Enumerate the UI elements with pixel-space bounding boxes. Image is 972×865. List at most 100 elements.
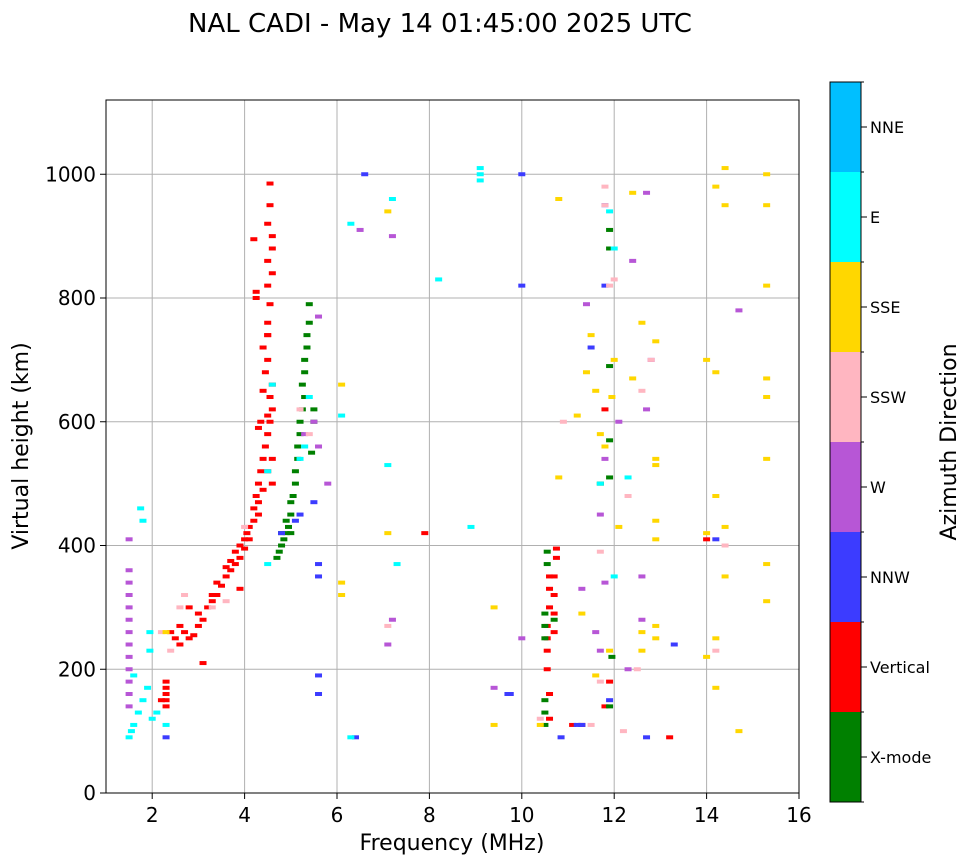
- data-point-vertical: [208, 593, 216, 597]
- data-point-vertical: [550, 574, 558, 579]
- data-point-sse: [338, 580, 346, 585]
- data-point-e: [127, 729, 135, 734]
- data-point-x-mode: [296, 419, 304, 424]
- data-point-sse: [652, 339, 660, 344]
- data-point-vertical: [261, 370, 269, 375]
- data-point-vertical: [268, 234, 276, 239]
- data-point-nnw: [712, 537, 720, 542]
- data-point-w: [388, 234, 396, 239]
- data-point-nnw: [310, 500, 318, 505]
- data-point-x-mode: [310, 407, 318, 412]
- data-point-vertical: [264, 333, 272, 338]
- data-point-x-mode: [278, 543, 286, 548]
- data-point-x-mode: [606, 227, 614, 232]
- colorbar-tick-label: Vertical: [870, 658, 930, 677]
- data-point-vertical: [227, 558, 235, 563]
- data-point-e: [130, 673, 138, 678]
- colorbar-segment: [830, 712, 861, 802]
- data-point-vertical: [204, 605, 212, 610]
- data-point-w: [601, 580, 609, 585]
- data-points: [125, 166, 771, 740]
- data-point-sse: [592, 673, 600, 678]
- data-point-vertical: [245, 537, 253, 542]
- data-point-x-mode: [273, 555, 281, 560]
- data-point-e: [435, 277, 443, 282]
- data-point-ssw: [559, 419, 567, 424]
- data-point-sse: [638, 630, 646, 635]
- data-point-e: [146, 648, 154, 653]
- data-point-vertical: [194, 623, 202, 628]
- data-point-vertical: [546, 605, 554, 610]
- data-point-sse: [338, 382, 346, 387]
- data-point-e: [296, 456, 304, 461]
- data-point-w: [125, 654, 133, 659]
- data-point-vertical: [264, 258, 272, 263]
- data-point-nnw: [351, 735, 359, 740]
- data-point-sse: [712, 184, 720, 189]
- data-point-nnw: [278, 531, 286, 536]
- data-point-vertical: [254, 500, 262, 505]
- data-point-vertical: [268, 271, 276, 276]
- data-point-ssw: [647, 357, 655, 362]
- data-point-e: [624, 475, 632, 480]
- colorbar-tick-label: X-mode: [870, 748, 931, 767]
- data-point-sse: [712, 370, 720, 375]
- data-point-vertical: [606, 679, 614, 684]
- data-point-ssw: [305, 432, 313, 437]
- data-point-vertical: [703, 537, 711, 542]
- data-point-ssw: [596, 679, 604, 684]
- x-tick-label: 12: [601, 803, 626, 827]
- data-point-vertical: [546, 574, 554, 579]
- colorbar-frame: [829, 81, 862, 803]
- data-point-e: [610, 574, 618, 579]
- data-point-nnw: [518, 283, 526, 288]
- data-point-w: [388, 617, 396, 622]
- data-point-x-mode: [301, 370, 309, 375]
- data-point-sse: [608, 395, 616, 399]
- data-point-vertical: [268, 481, 276, 486]
- data-point-ssw: [208, 605, 216, 610]
- data-point-w: [490, 685, 498, 690]
- data-point-vertical: [227, 568, 235, 573]
- data-point-sse: [721, 166, 729, 171]
- data-point-sse: [763, 172, 771, 177]
- data-point-vertical: [231, 549, 239, 554]
- data-point-ssw: [157, 630, 165, 635]
- data-point-x-mode: [303, 345, 311, 350]
- data-point-vertical: [194, 611, 202, 616]
- y-axis: 0 200 400 600 800 1000: [45, 162, 106, 805]
- data-point-vertical: [222, 574, 230, 579]
- data-point-vertical: [601, 407, 609, 412]
- y-axis-label: Virtual height (km): [9, 342, 34, 549]
- data-point-sse: [384, 531, 392, 536]
- data-point-vertical: [241, 537, 249, 542]
- data-point-vertical: [550, 593, 558, 597]
- data-point-vertical: [257, 469, 265, 474]
- data-point-w: [125, 692, 133, 696]
- data-point-vertical: [231, 562, 239, 567]
- data-point-x-mode: [541, 611, 549, 616]
- data-point-ssw: [638, 388, 646, 393]
- data-point-vertical: [601, 704, 609, 709]
- data-point-x-mode: [303, 333, 311, 338]
- data-point-ssw: [596, 549, 604, 554]
- data-point-ssw: [619, 729, 627, 734]
- data-point-nnw: [601, 283, 609, 288]
- data-point-sse: [587, 333, 595, 338]
- data-point-w: [638, 574, 646, 579]
- data-point-ssw: [587, 722, 595, 727]
- data-point-vertical: [243, 531, 251, 536]
- data-point-vertical: [268, 407, 276, 412]
- data-point-sse: [763, 562, 771, 567]
- data-point-e: [264, 469, 272, 474]
- data-point-ssw: [721, 543, 729, 548]
- data-point-e: [476, 178, 484, 183]
- data-point-w: [125, 605, 133, 610]
- data-point-w: [582, 302, 590, 307]
- data-point-w: [125, 642, 133, 647]
- data-point-vertical: [266, 181, 274, 186]
- data-point-sse: [555, 475, 563, 480]
- data-point-x-mode: [282, 518, 290, 523]
- data-point-sse: [652, 537, 660, 542]
